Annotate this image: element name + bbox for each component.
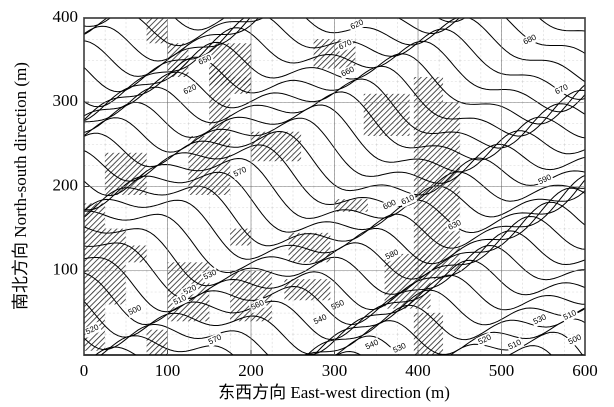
contour-label-bg bbox=[180, 81, 200, 98]
contour-line bbox=[84, 201, 585, 280]
contour-label-bg bbox=[362, 336, 382, 353]
contour-label-bg bbox=[170, 292, 190, 309]
x-tick-label: 100 bbox=[155, 361, 181, 380]
contour-label-bg bbox=[125, 302, 145, 319]
y-tick-label: 100 bbox=[53, 260, 79, 279]
contour-line bbox=[84, 187, 585, 265]
contour-label-bg bbox=[535, 171, 555, 188]
contour-line bbox=[84, 18, 585, 47]
contour-label-bg bbox=[505, 336, 525, 353]
contour-line bbox=[84, 144, 585, 208]
contour-label-bg bbox=[445, 217, 465, 234]
contour-label-bg bbox=[398, 192, 418, 208]
contour-line bbox=[84, 289, 585, 355]
contour-layer bbox=[74, 0, 594, 355]
contour-label-bg bbox=[530, 311, 550, 328]
x-axis-title: 东西方向 East-west direction (m) bbox=[218, 383, 450, 402]
contour-label-bg bbox=[248, 297, 268, 314]
contour-label-bg bbox=[560, 307, 580, 324]
contour-line bbox=[84, 171, 585, 234]
contour-line bbox=[84, 18, 585, 100]
contour-label-bg bbox=[195, 52, 215, 69]
hatched-area bbox=[230, 228, 251, 246]
contour-line bbox=[84, 244, 585, 326]
contour-label-bg bbox=[475, 331, 495, 348]
hatched-area bbox=[104, 228, 126, 305]
contour-label-bg bbox=[390, 340, 409, 357]
contour-line bbox=[84, 259, 585, 341]
contour-label-bg bbox=[380, 197, 399, 213]
contour-line bbox=[100, 304, 585, 355]
contour-label-bg bbox=[205, 331, 225, 348]
contour-label-bg bbox=[82, 321, 102, 338]
x-tick-label: 500 bbox=[489, 361, 515, 380]
contour-line bbox=[84, 86, 585, 161]
hatched-area bbox=[146, 18, 168, 44]
hatched-area bbox=[230, 76, 251, 94]
x-tick-label: 400 bbox=[405, 361, 431, 380]
contour-line bbox=[74, 0, 594, 15]
hatched-area bbox=[251, 131, 302, 162]
contour-label-bg bbox=[328, 297, 348, 314]
x-tick-label: 200 bbox=[238, 361, 264, 380]
contour-label-bg bbox=[347, 16, 367, 33]
contour-label-bg bbox=[310, 311, 330, 328]
contour-line bbox=[84, 117, 585, 184]
y-axis-title: 南北方向 North-south direction (m) bbox=[11, 62, 30, 310]
contour-line bbox=[84, 230, 585, 311]
contour-label-bg bbox=[230, 164, 250, 181]
hatched-area bbox=[413, 76, 444, 280]
contour-line bbox=[84, 27, 585, 113]
contour-label-bg bbox=[382, 246, 402, 263]
hatched-area bbox=[363, 93, 410, 136]
contour-label-bg bbox=[338, 64, 358, 80]
contour-label-bg bbox=[335, 37, 355, 53]
contour-line bbox=[84, 130, 585, 196]
hatched-area bbox=[146, 329, 168, 355]
contour-line bbox=[84, 274, 585, 355]
contour-line bbox=[84, 56, 585, 137]
hatched-area bbox=[125, 245, 147, 263]
contour-line bbox=[84, 174, 585, 249]
x-tick-label: 300 bbox=[322, 361, 348, 380]
contour-line bbox=[84, 18, 585, 62]
contour-line bbox=[335, 331, 584, 355]
contour-line bbox=[84, 157, 585, 219]
hatched-area bbox=[84, 203, 105, 351]
y-tick-label: 300 bbox=[53, 91, 79, 110]
x-tick-label: 0 bbox=[80, 361, 89, 380]
y-tick-label: 200 bbox=[53, 175, 79, 194]
contour-label-bg bbox=[565, 331, 585, 348]
x-tick-label: 600 bbox=[572, 361, 598, 380]
contour-label-bg bbox=[520, 31, 540, 48]
hatched-area bbox=[209, 68, 231, 145]
contour-label-bg bbox=[552, 81, 571, 98]
hatched-area bbox=[284, 279, 331, 301]
hatched-area bbox=[288, 232, 331, 263]
contour-line bbox=[84, 101, 585, 173]
y-tick-label: 400 bbox=[53, 7, 79, 26]
